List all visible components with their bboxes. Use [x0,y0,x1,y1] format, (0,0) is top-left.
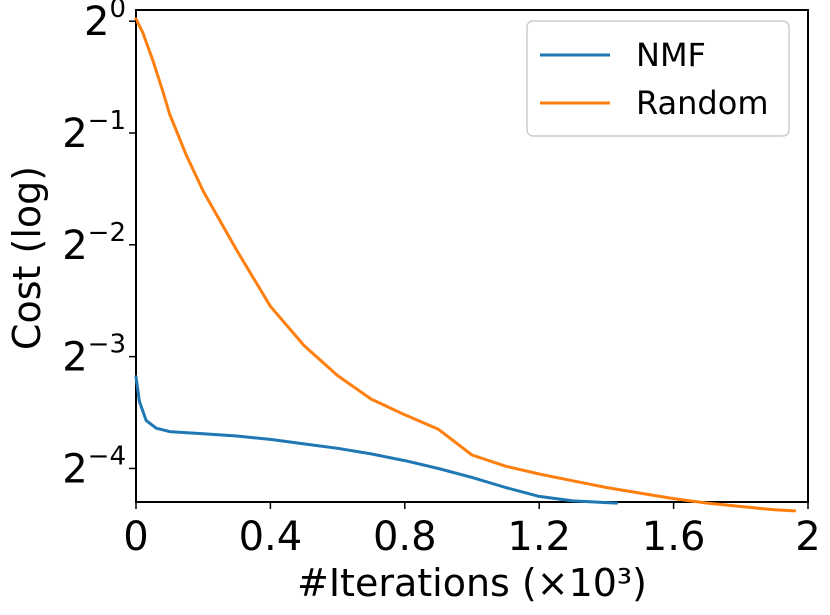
x-tick-label: 1.2 [507,514,571,560]
x-axis-label: #Iterations (×10³) [297,561,647,605]
y-tick-label: 2−3 [62,330,126,381]
y-tick-exponent: 0 [109,0,126,24]
y-axis-label: Cost (log) [5,166,49,350]
x-tick-label: 0.4 [239,514,303,560]
x-tick-label: 1.6 [642,514,706,560]
series-line-nmf [134,375,618,505]
legend-label-nmf: NMF [636,36,706,74]
series-layer [134,17,797,513]
x-tick-label: 0.8 [373,514,437,560]
y-tick-label: 2−4 [62,441,126,492]
y-tick-base: 2 [62,446,87,492]
y-tick-label: 20 [84,0,126,45]
y-tick-base: 2 [62,111,87,157]
y-tick-base: 2 [62,335,87,381]
y-tick-base: 2 [62,223,87,269]
legend-label-random: Random [636,84,768,122]
y-tick-label: 2−1 [62,106,126,157]
legend: NMF Random [526,20,790,137]
y-tick-exponent: −1 [88,106,126,136]
y-tick-base: 2 [84,0,109,45]
x-tick-label: 2 [795,514,820,560]
x-tick-label: 0 [123,514,148,560]
y-tick-exponent: −4 [88,441,126,471]
y-tick-exponent: −3 [88,330,126,360]
legend-box [526,20,790,137]
x-axis-ticks: 0 0.4 0.8 1.2 1.6 2 [123,502,821,560]
series-line-random [134,17,797,513]
y-tick-label: 2−2 [62,218,126,269]
y-axis-ticks: 202−12−22−32−4 [62,0,136,492]
y-tick-exponent: −2 [88,218,126,248]
